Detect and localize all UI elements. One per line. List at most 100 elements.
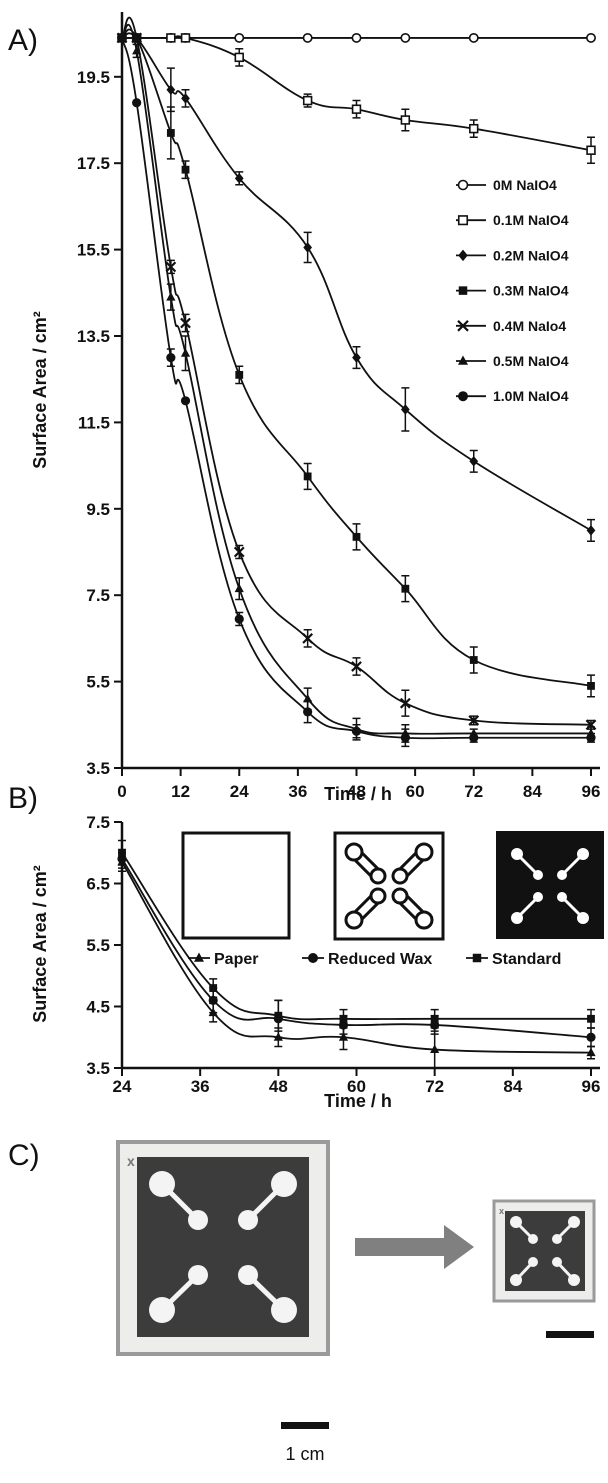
data-point [586,733,596,743]
panel-b-label: B) [8,782,38,815]
small-pad-mark: x [499,1206,504,1216]
legend-marker [458,391,468,402]
data-point [586,1032,596,1042]
chart-a-ticks: 3.5 5.5 7.5 9.5 11.5 13.5 15.5 17.5 19.5 0 12 24 36 4… [77,68,601,801]
scale-bar-label: 1 cm [285,1444,324,1464]
chart-a-x-tick-label: 60 [406,782,425,801]
data-point [234,32,245,43]
series-a-6 [117,33,596,748]
chart-a-x-tick-label: 84 [523,782,542,801]
chart-b-y-tick-label: 3.5 [86,1059,110,1078]
data-point [587,682,595,690]
legend-a-label: 0.4M NaIo4 [493,318,566,334]
legend-b-label: Paper [214,951,258,968]
data-point [181,165,190,174]
chart-a-y-tick-label: 7.5 [86,586,110,605]
data-point [117,33,127,43]
chart-a-x-tick-label: 48 [347,782,366,801]
data-point [468,715,480,726]
series-line [121,23,591,735]
legend-a-item: 1.0M NaIO4 [456,388,569,404]
chart-a-y-label: Surface Area / cm² [30,311,50,468]
chart-b-x-tick-label: 84 [503,1077,522,1096]
data-point [351,104,362,114]
data-point [234,614,244,624]
chart-a-x-tick-label: 24 [230,782,249,801]
data-point [469,733,479,743]
series-line [121,16,592,726]
legend-a-label: 1.0M NaIO4 [493,388,569,404]
chart-b-x-tick-label: 96 [582,1077,601,1096]
large-pad-mark: x [127,1153,135,1169]
panel-c-label: C) [8,1139,40,1172]
series-line [121,35,592,152]
data-point [400,733,410,743]
chart-b-x-label: Time / h [324,1091,392,1111]
chart-b-legend: Paper Reduced Wax Standard [188,951,561,968]
chart-b-x-tick-label: 72 [425,1077,444,1096]
standard-pad-icon [496,831,604,939]
legend-a-item: 0M NaIO4 [456,177,557,193]
legend-b-label: Standard [492,951,561,968]
chart-b-x-tick-label: 60 [347,1077,366,1096]
chart-a-y-tick-label: 17.5 [77,154,110,173]
data-point [234,173,244,184]
legend-a-item: 0.5M NaIO4 [456,353,569,369]
data-point [352,352,361,363]
chart-b-y-tick-label: 7.5 [86,813,110,832]
legend-marker [457,179,469,191]
data-point [303,472,312,481]
data-point [208,995,218,1005]
data-point [585,719,597,731]
chart-a: Surface Area / cm² Time / h 3.5 5.5 7.5 9.5… [30,12,600,804]
chart-a-x-tick-label: 12 [171,782,190,801]
data-point [209,984,218,992]
series-line [121,28,592,687]
legend-a-label: 0M NaIO4 [493,177,557,193]
series-a-4 [116,16,597,731]
chart-a-x-tick-label: 36 [288,782,307,801]
data-point [180,396,191,406]
data-point [469,123,479,134]
chart-b: Surface Area / cm² Time / h 3.5 4.5 5.5 6.5… [30,813,604,1111]
small-pad-photo: x [492,1199,596,1303]
data-point [302,633,314,644]
data-point [165,261,177,273]
shrink-arrow [355,1225,474,1269]
chart-b-ticks: 3.5 4.5 5.5 6.5 7.5 24 36 48 60 72 84 96 [86,813,600,1096]
data-point [303,693,313,703]
chart-a-y-tick-label: 13.5 [77,327,110,346]
panel-a-label: A) [8,24,38,57]
data-point [166,353,176,363]
paper-pad-icon [181,831,291,940]
data-point [400,404,410,415]
data-point [132,45,142,55]
chart-a-x-tick-label: 72 [464,782,483,801]
data-point [180,33,191,43]
scale-bar-large [281,1422,329,1429]
data-point [180,348,191,357]
data-point [132,98,142,108]
chart-b-series [117,839,596,1069]
data-point [351,661,362,672]
data-point [166,84,176,96]
legend-marker [458,286,468,295]
data-point [351,32,362,43]
chart-a-y-tick-label: 3.5 [86,759,110,778]
chart-b-y-tick-label: 6.5 [86,875,110,894]
data-point [234,583,244,593]
data-point [274,1011,283,1020]
legend-marker [194,952,204,962]
data-point [351,726,362,736]
data-point [586,32,596,43]
data-point [586,145,596,155]
series-line [121,861,592,1054]
series-a-5 [117,23,596,743]
large-pad-photo: x [116,1140,330,1356]
data-point [235,370,244,379]
legend-a-item: 0.3M NaIO4 [456,283,569,299]
legend-a-label: 0.2M NaIO4 [493,247,569,263]
data-point [234,52,244,63]
data-point [430,1014,439,1023]
reduced-wax-pad-icon [333,831,445,941]
